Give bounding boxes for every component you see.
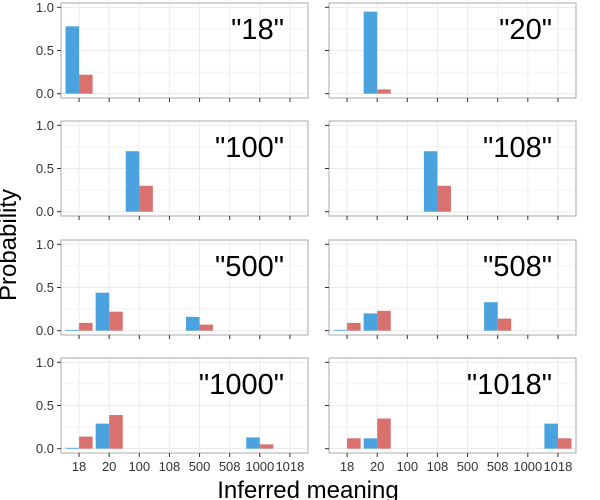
facet-panel: "18" 0.0 0.5 1.0: [36, 0, 309, 102]
bar: [437, 185, 451, 212]
y-tick-label: 1.0: [36, 355, 54, 370]
panel-title: "108": [483, 132, 552, 164]
x-tick-label: 20: [102, 459, 116, 474]
y-tick-label: 1.0: [36, 0, 54, 15]
bar: [347, 438, 361, 449]
x-tick-label: 508: [487, 459, 509, 474]
bar: [139, 185, 153, 212]
bar: [363, 313, 378, 331]
facet-panel: "20": [325, 2, 577, 102]
facet-panel: "100" 0.0 0.5 1.0: [36, 118, 309, 220]
x-tick-label: 108: [159, 459, 181, 474]
panel-title: "18": [231, 14, 284, 46]
panel-title: "500": [215, 251, 284, 283]
x-tick-label: 108: [427, 459, 449, 474]
panel-title: "20": [499, 14, 552, 46]
bar: [125, 151, 140, 212]
y-tick-label: 0.0: [36, 323, 54, 338]
panel-title: "508": [483, 251, 552, 283]
y-tick-label: 0.0: [36, 204, 54, 219]
bar: [347, 322, 361, 331]
bar: [95, 292, 110, 331]
x-tick-label: 1000: [245, 459, 274, 474]
facet-panel: "500" 0.0 0.5 1.0: [36, 237, 309, 339]
x-tick-label: 500: [189, 459, 211, 474]
x-tick-label: 1000: [513, 459, 542, 474]
bar: [377, 310, 391, 331]
bar: [65, 447, 80, 449]
y-tick-label: 0.5: [36, 161, 54, 176]
x-tick-label: 508: [219, 459, 241, 474]
y-tick-label: 0.5: [36, 43, 54, 58]
y-tick-label: 0.0: [36, 86, 54, 101]
bar: [497, 318, 512, 331]
facet-panel: "1000" 0.0 0.5 1.0 18 20 100 108 500 508 1000 1018: [36, 355, 309, 474]
bar: [377, 418, 391, 449]
x-tick-label: 500: [457, 459, 479, 474]
x-axis-title: Inferred meaning: [217, 477, 398, 500]
x-tick-label: 1018: [543, 459, 572, 474]
x-tick-label: 1018: [275, 459, 304, 474]
bar: [79, 322, 93, 331]
bar: [363, 438, 378, 449]
bar: [65, 26, 80, 94]
x-tick-label: 100: [128, 459, 150, 474]
bar: [333, 329, 348, 331]
x-tick-label: 100: [396, 459, 418, 474]
x-tick-label: 20: [370, 459, 384, 474]
panel-title: "100": [215, 132, 284, 164]
facet-panel: "1018" 18 20 100 108 500 508 1000 1018: [325, 357, 577, 474]
bar: [377, 89, 391, 94]
bar: [544, 423, 558, 449]
y-tick-label: 0.5: [36, 280, 54, 295]
x-tick-label: 18: [72, 459, 86, 474]
x-tick-label: 18: [340, 459, 354, 474]
y-tick-label: 1.0: [36, 118, 54, 133]
bar: [95, 423, 110, 449]
bar: [65, 329, 80, 331]
facet-panel: "108": [325, 120, 577, 220]
panel-title: "1018": [467, 369, 552, 401]
bar: [484, 302, 498, 331]
y-axis-title: Probability: [0, 189, 22, 301]
bar: [363, 11, 378, 94]
panel-title: "1000": [199, 369, 284, 401]
bar: [259, 444, 274, 449]
y-tick-label: 1.0: [36, 237, 54, 252]
y-tick-label: 0.5: [36, 398, 54, 413]
bar: [423, 151, 438, 212]
bar: [79, 436, 93, 449]
bar: [109, 415, 123, 449]
bar: [199, 324, 214, 331]
bar: [246, 437, 260, 449]
bar: [557, 438, 572, 449]
bar: [109, 311, 123, 331]
facet-panel: "508": [325, 239, 577, 339]
bar: [186, 316, 200, 331]
chart-panels: "18" 0.0 0.5 1.0 "20" "100" 0.0 0.5 1.0 "108" "500…: [36, 0, 577, 474]
y-tick-label: 0.0: [36, 441, 54, 456]
bar: [79, 74, 93, 94]
